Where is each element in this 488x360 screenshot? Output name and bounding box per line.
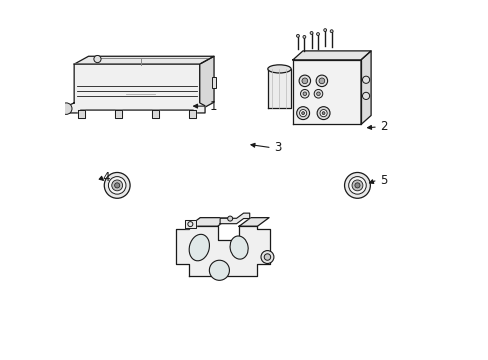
Circle shape: [323, 29, 326, 32]
Circle shape: [227, 216, 232, 221]
Circle shape: [112, 180, 122, 191]
Text: 3: 3: [274, 141, 281, 154]
Circle shape: [303, 92, 306, 95]
Ellipse shape: [189, 234, 209, 261]
Polygon shape: [292, 60, 360, 125]
Text: 2: 2: [380, 121, 387, 134]
Circle shape: [315, 75, 327, 87]
Polygon shape: [267, 69, 290, 108]
Circle shape: [354, 183, 359, 188]
Circle shape: [316, 92, 320, 95]
Circle shape: [108, 177, 126, 194]
Text: 5: 5: [379, 174, 386, 186]
Circle shape: [299, 75, 310, 87]
Circle shape: [104, 172, 130, 198]
Ellipse shape: [267, 65, 290, 73]
Circle shape: [309, 32, 312, 35]
Polygon shape: [292, 51, 370, 60]
Polygon shape: [78, 110, 85, 118]
Circle shape: [303, 36, 305, 39]
Circle shape: [362, 76, 369, 84]
Polygon shape: [67, 64, 204, 113]
Circle shape: [94, 55, 101, 63]
Circle shape: [316, 33, 319, 36]
Polygon shape: [74, 56, 214, 64]
Polygon shape: [239, 218, 268, 226]
Circle shape: [302, 78, 307, 84]
Circle shape: [300, 89, 308, 98]
Text: 4: 4: [102, 171, 109, 184]
Circle shape: [261, 251, 273, 264]
Polygon shape: [188, 110, 196, 118]
Circle shape: [264, 254, 270, 260]
Circle shape: [362, 92, 369, 99]
Circle shape: [296, 35, 299, 37]
Text: 1: 1: [209, 100, 217, 113]
Polygon shape: [152, 110, 159, 118]
Circle shape: [114, 183, 120, 188]
FancyBboxPatch shape: [211, 77, 216, 88]
Circle shape: [301, 112, 304, 114]
Circle shape: [329, 30, 332, 33]
Circle shape: [317, 107, 329, 120]
Circle shape: [318, 78, 324, 84]
Circle shape: [61, 103, 72, 114]
Circle shape: [322, 112, 325, 114]
Circle shape: [319, 109, 326, 117]
Circle shape: [348, 177, 366, 194]
Polygon shape: [176, 226, 269, 276]
Circle shape: [344, 172, 369, 198]
Circle shape: [209, 260, 229, 280]
Polygon shape: [199, 56, 214, 110]
Polygon shape: [188, 218, 229, 226]
Circle shape: [313, 89, 322, 98]
Circle shape: [299, 109, 306, 117]
Circle shape: [351, 180, 362, 191]
Polygon shape: [220, 213, 249, 224]
Circle shape: [296, 107, 309, 120]
Ellipse shape: [229, 236, 248, 259]
Polygon shape: [115, 110, 122, 118]
Polygon shape: [360, 51, 370, 125]
Polygon shape: [184, 220, 195, 228]
